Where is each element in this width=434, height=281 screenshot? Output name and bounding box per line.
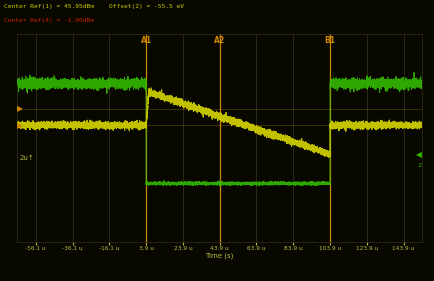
Text: Center Ref(4) = -1.00dBm: Center Ref(4) = -1.00dBm — [4, 18, 94, 23]
Text: 2u↑: 2u↑ — [20, 155, 34, 162]
Text: 2: 2 — [417, 163, 421, 168]
Text: ▶: ▶ — [17, 121, 23, 130]
Text: B1: B1 — [324, 36, 335, 45]
Text: Center Ref(1) = 45.95dBm    Offset(2) = -55.5 eV: Center Ref(1) = 45.95dBm Offset(2) = -55… — [4, 4, 184, 9]
Text: A1: A1 — [140, 36, 151, 45]
X-axis label: Time (s): Time (s) — [205, 252, 233, 259]
Text: ◀: ◀ — [415, 150, 421, 159]
Text: A2: A2 — [214, 36, 225, 45]
Text: ▶: ▶ — [17, 104, 23, 113]
